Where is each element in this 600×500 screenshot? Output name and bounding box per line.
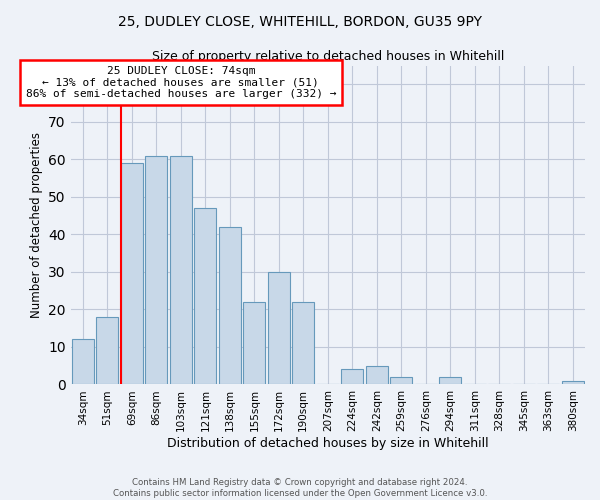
Bar bbox=[243, 302, 265, 384]
Bar bbox=[145, 156, 167, 384]
Bar bbox=[121, 163, 143, 384]
Bar bbox=[292, 302, 314, 384]
Bar bbox=[439, 377, 461, 384]
Bar bbox=[341, 370, 364, 384]
Title: Size of property relative to detached houses in Whitehill: Size of property relative to detached ho… bbox=[152, 50, 504, 63]
Bar bbox=[562, 380, 584, 384]
X-axis label: Distribution of detached houses by size in Whitehill: Distribution of detached houses by size … bbox=[167, 437, 488, 450]
Bar bbox=[97, 317, 118, 384]
Y-axis label: Number of detached properties: Number of detached properties bbox=[29, 132, 43, 318]
Bar bbox=[390, 377, 412, 384]
Bar bbox=[366, 366, 388, 384]
Bar bbox=[170, 156, 192, 384]
Text: Contains HM Land Registry data © Crown copyright and database right 2024.
Contai: Contains HM Land Registry data © Crown c… bbox=[113, 478, 487, 498]
Bar bbox=[219, 227, 241, 384]
Bar bbox=[72, 340, 94, 384]
Text: 25 DUDLEY CLOSE: 74sqm
← 13% of detached houses are smaller (51)
86% of semi-det: 25 DUDLEY CLOSE: 74sqm ← 13% of detached… bbox=[26, 66, 336, 99]
Bar bbox=[194, 208, 217, 384]
Bar bbox=[268, 272, 290, 384]
Text: 25, DUDLEY CLOSE, WHITEHILL, BORDON, GU35 9PY: 25, DUDLEY CLOSE, WHITEHILL, BORDON, GU3… bbox=[118, 15, 482, 29]
